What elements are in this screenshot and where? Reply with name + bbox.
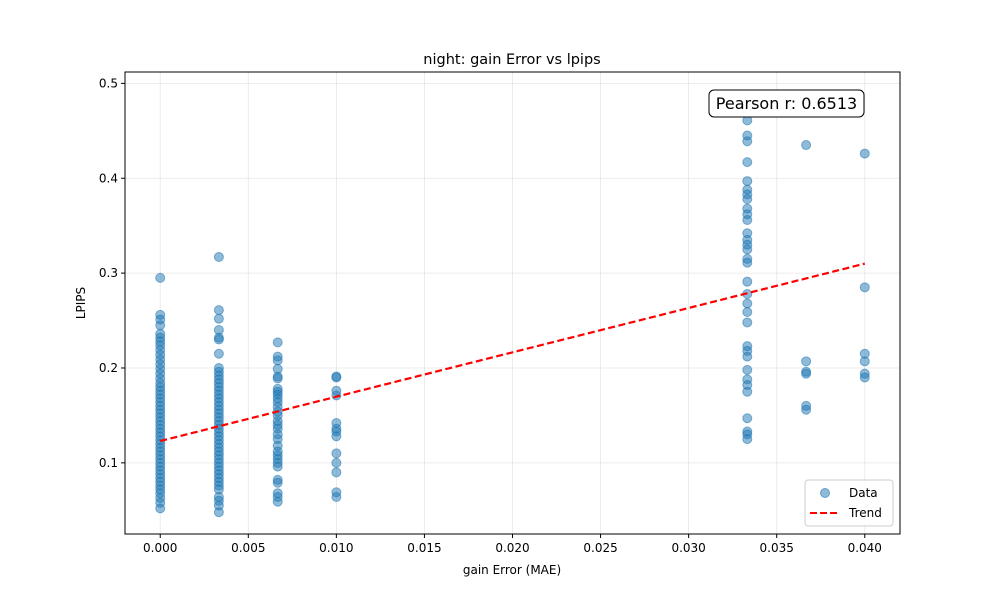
data-point: [331, 372, 342, 383]
data-point: [272, 355, 283, 366]
data-point: [742, 317, 753, 328]
data-point: [213, 305, 224, 316]
data-point: [801, 404, 812, 415]
y-tick-label: 0.3: [99, 266, 118, 280]
data-point: [155, 320, 166, 331]
x-axis: 0.000 0.005 0.010 0.015 0.020 0.025 0.030 0.035…: [143, 534, 882, 555]
data-point: [331, 467, 342, 478]
y-tick-label: 0.1: [99, 456, 118, 470]
data-point: [859, 282, 870, 293]
data-point: [331, 448, 342, 459]
data-point: [742, 157, 753, 168]
data-point: [213, 348, 224, 359]
data-point: [859, 372, 870, 383]
data-point: [331, 457, 342, 468]
data-point: [742, 351, 753, 362]
data-point: [155, 272, 166, 283]
data-point: [742, 413, 753, 424]
x-tick-label: 0.020: [495, 541, 529, 555]
legend: Data Trend: [804, 479, 894, 527]
data-point: [742, 298, 753, 309]
data-point: [742, 214, 753, 225]
data-point: [272, 496, 283, 507]
x-tick-label: 0.015: [407, 541, 441, 555]
x-axis-label: gain Error (MAE): [463, 563, 561, 577]
data-point: [331, 431, 342, 442]
data-point: [272, 337, 283, 348]
data-point: [213, 313, 224, 324]
x-tick-label: 0.030: [671, 541, 705, 555]
data-point: [801, 140, 812, 151]
data-point: [272, 461, 283, 472]
points-layer: [155, 91, 870, 518]
data-point: [742, 276, 753, 287]
x-tick-label: 0.025: [583, 541, 617, 555]
x-tick-label: 0.000: [143, 541, 177, 555]
data-point: [742, 386, 753, 397]
x-tick-label: 0.035: [760, 541, 794, 555]
annotation-text: Pearson r: 0.6513: [716, 94, 857, 113]
y-tick-label: 0.5: [99, 76, 118, 90]
data-point: [742, 244, 753, 255]
data-point: [801, 368, 812, 379]
trend-line: [159, 262, 866, 443]
annotation-box: [708, 89, 865, 118]
data-point: [742, 176, 753, 187]
y-axis: 0.1 0.2 0.3 0.4 0.5: [99, 76, 125, 470]
x-tick-label: 0.005: [231, 541, 265, 555]
pearson-annotation: Pearson r: 0.6513: [708, 89, 865, 118]
data-point: [742, 136, 753, 147]
legend-data-label: Data: [849, 486, 878, 500]
chart-title: night: gain Error vs lpips: [423, 52, 600, 68]
data-point: [742, 364, 753, 375]
legend-trend-label: Trend: [848, 506, 882, 520]
data-point: [742, 434, 753, 445]
data-point: [213, 507, 224, 518]
data-point: [272, 373, 283, 384]
data-point: [213, 334, 224, 345]
data-point: [742, 307, 753, 318]
data-point: [272, 477, 283, 488]
data-point: [801, 356, 812, 367]
data-point: [742, 257, 753, 268]
x-tick-label: 0.010: [319, 541, 353, 555]
data-point: [155, 503, 166, 514]
data-point: [859, 356, 870, 367]
y-tick-label: 0.4: [99, 171, 118, 185]
data-point: [213, 251, 224, 262]
trend-layer: [159, 262, 866, 443]
y-tick-label: 0.2: [99, 361, 118, 375]
x-tick-label: 0.040: [848, 541, 882, 555]
legend-data-marker: [820, 488, 830, 498]
data-point: [859, 148, 870, 159]
data-point: [331, 492, 342, 503]
data-point: [742, 194, 753, 205]
y-axis-label: LPIPS: [74, 287, 88, 319]
